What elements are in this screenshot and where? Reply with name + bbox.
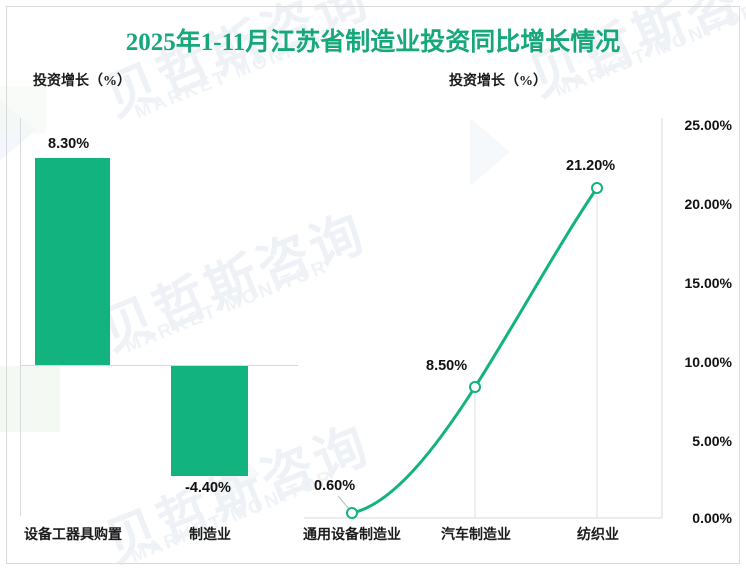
- label-leader-line: [337, 495, 351, 511]
- point-value-label: 0.60%: [314, 478, 356, 494]
- bar-category-label: 制造业: [189, 528, 231, 543]
- bar-設備工器具購置[interactable]: [35, 158, 110, 365]
- line-chart-plot: [304, 118, 663, 519]
- bar-chart-y-axis: [20, 118, 21, 516]
- right-axis-caption: 投资增长（%）: [449, 74, 547, 89]
- data-point-marker[interactable]: [591, 182, 603, 194]
- bar-category-label: 设备工器具购置: [24, 528, 122, 543]
- bar-manufacturing[interactable]: [171, 366, 248, 476]
- y-axis-tick-label: 25.00%: [684, 117, 732, 133]
- bar-value-label: -4.40%: [185, 480, 231, 496]
- line-category-label: 通用设备制造业: [303, 528, 401, 543]
- point-value-label: 21.20%: [566, 158, 616, 174]
- line-category-label: 汽车制造业: [441, 528, 511, 543]
- data-point-marker[interactable]: [469, 381, 481, 393]
- line-chart-panel: 0.60% 8.50% 21.20% 25.00% 20.00% 15.00% …: [298, 100, 738, 543]
- y-axis-tick-label: 15.00%: [684, 275, 732, 291]
- line-category-label: 纺织业: [577, 528, 619, 543]
- y-axis-tick-label: 20.00%: [684, 196, 732, 212]
- y-axis-tick-label: 10.00%: [684, 354, 732, 370]
- bar-chart-panel: 8.30% -4.40% 设备工器具购置 制造业: [8, 100, 298, 543]
- chart-title: 2025年1-11月江苏省制造业投资同比增长情况: [125, 29, 621, 56]
- data-point-marker[interactable]: [346, 507, 358, 519]
- y-axis-tick-label: 5.00%: [692, 433, 732, 449]
- y-axis-tick-label: 0.00%: [692, 510, 732, 526]
- bar-chart-zero-line: [20, 365, 298, 366]
- bar-value-label: 8.30%: [48, 136, 90, 152]
- point-value-label: 8.50%: [426, 358, 468, 374]
- left-axis-caption: 投资增长（%）: [33, 74, 131, 89]
